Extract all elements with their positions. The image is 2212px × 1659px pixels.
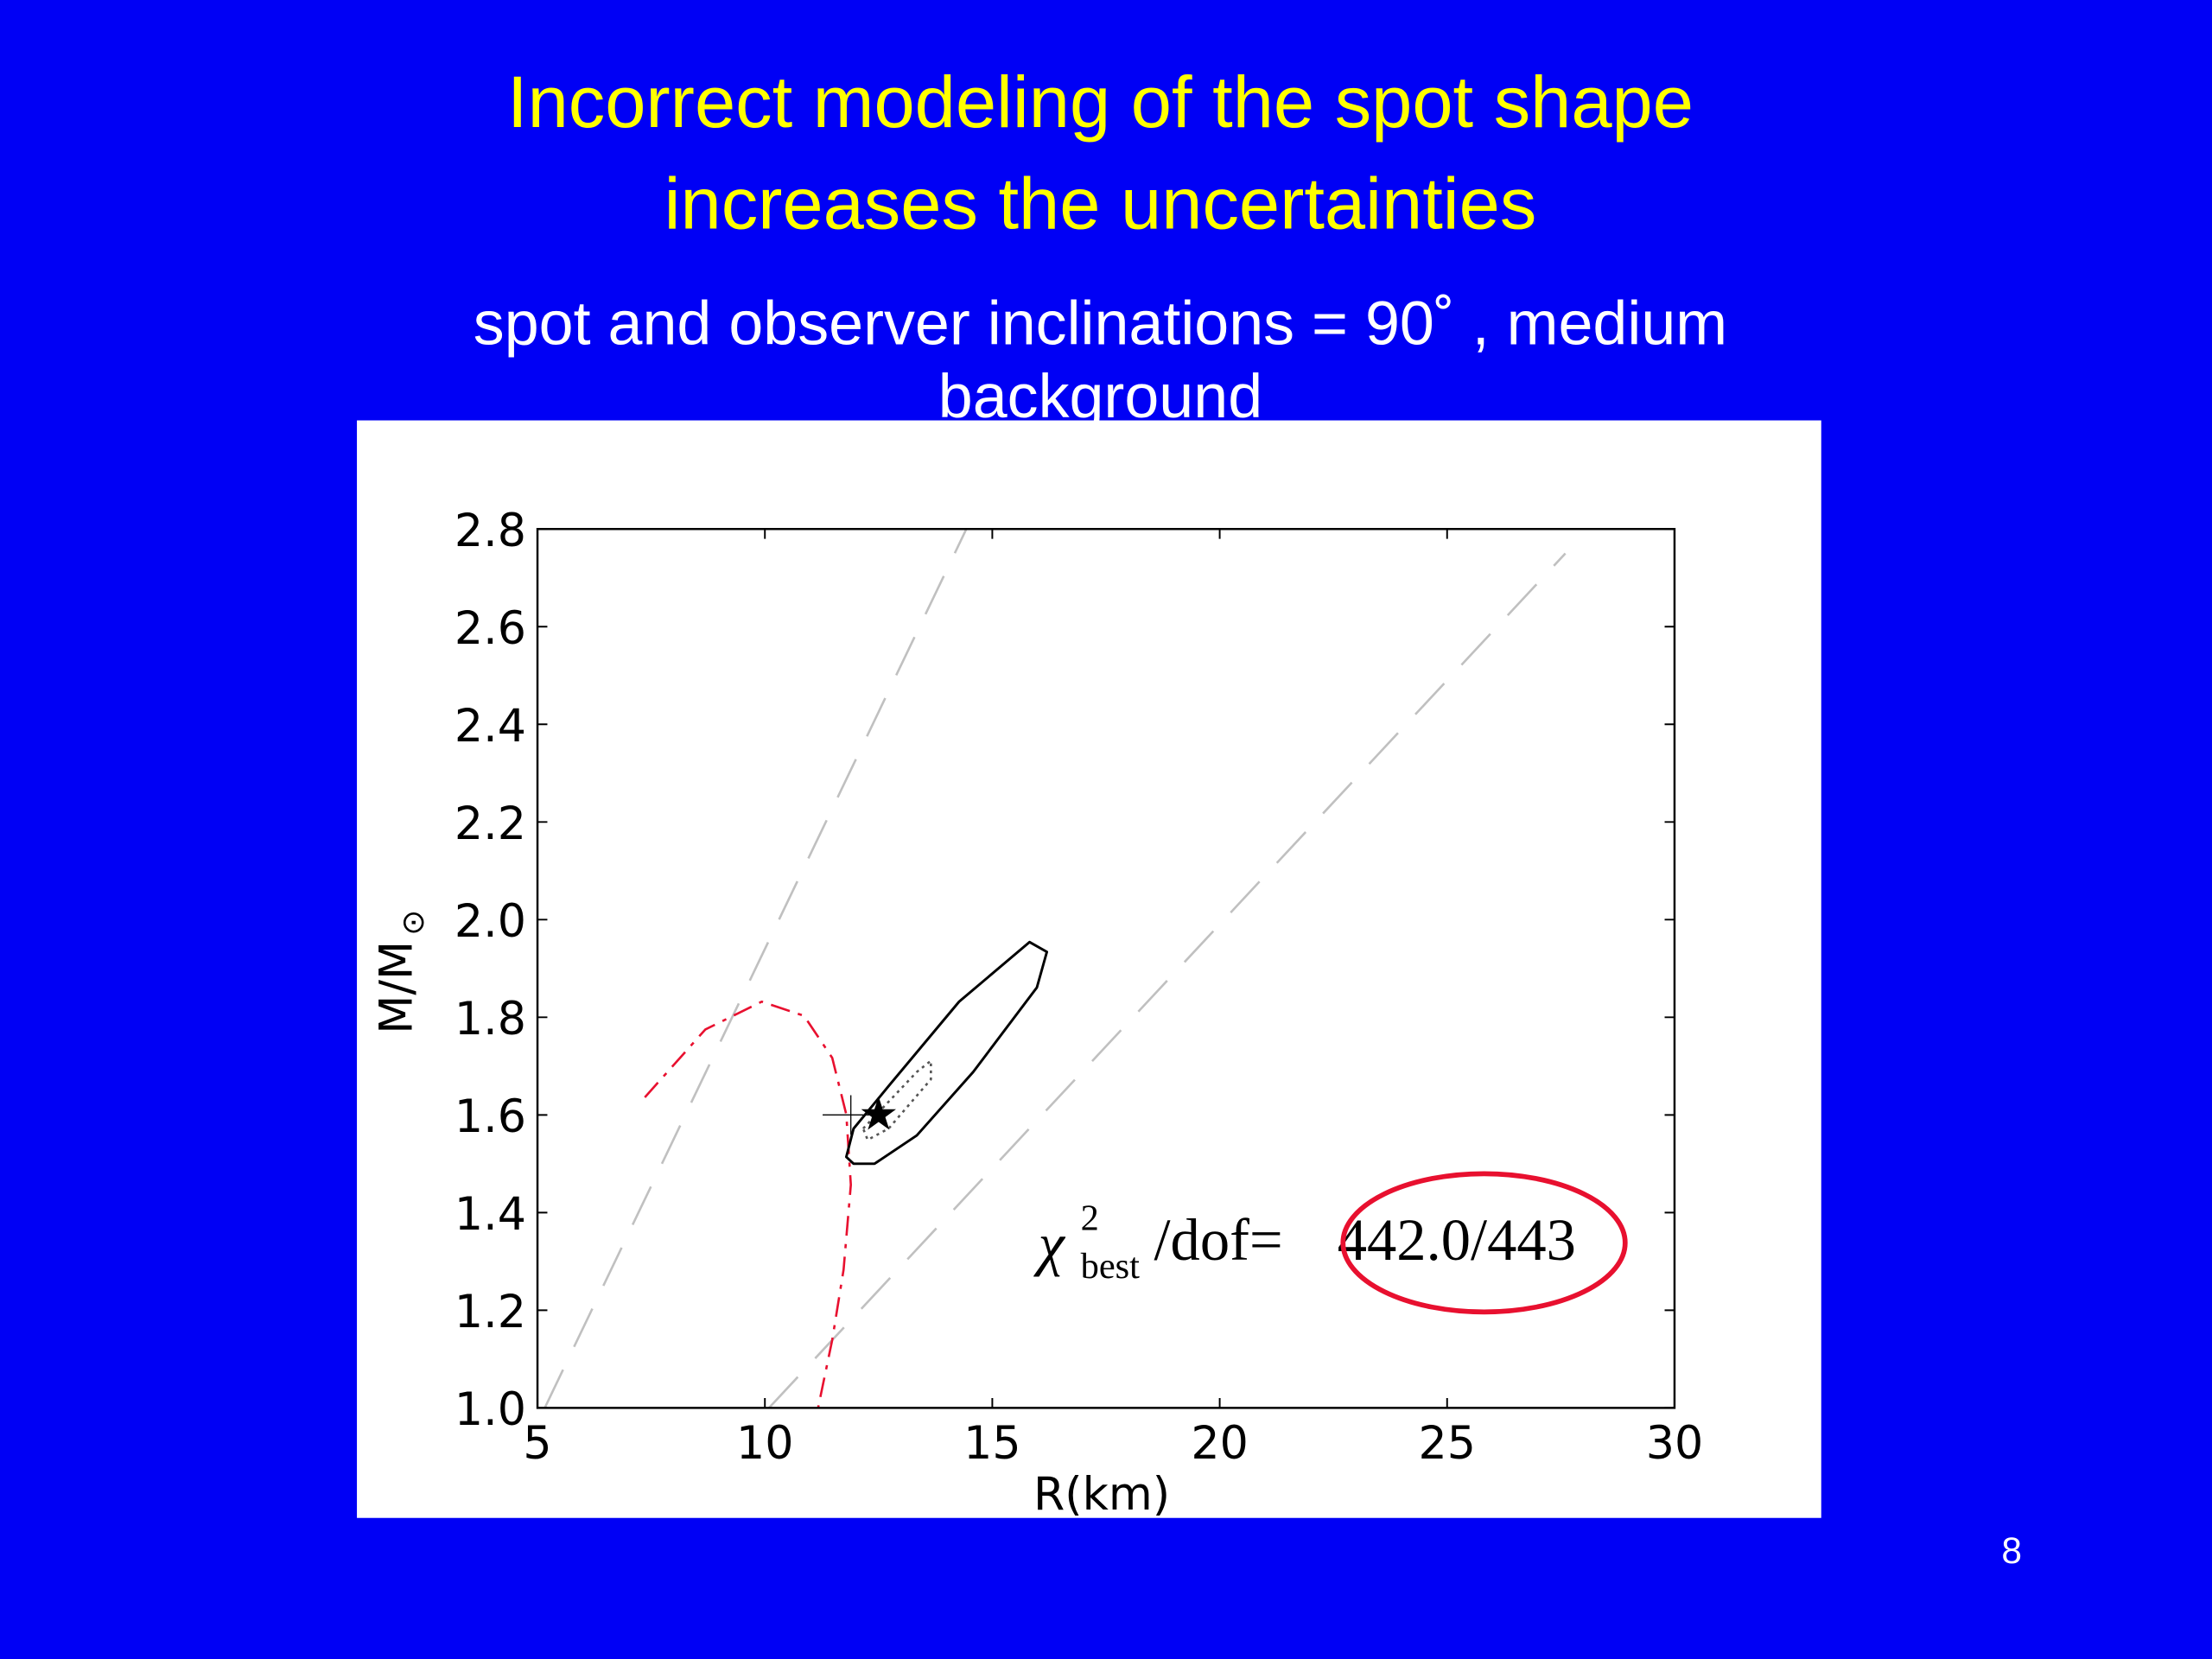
slide-title: Incorrect modeling of the spot shape bbox=[507, 60, 1694, 143]
subtitle: spot and observer inclinations = 90˚ , m… bbox=[474, 289, 1727, 358]
y-axis-label: M/M bbox=[372, 941, 423, 1034]
curve bbox=[768, 552, 1567, 1408]
annotation-symbol: χ bbox=[1033, 1211, 1066, 1277]
y-tick-label: 2.8 bbox=[454, 505, 526, 557]
chart-panel bbox=[357, 420, 1821, 1518]
page-number: 8 bbox=[2001, 1530, 2022, 1571]
annotation-highlight: 442.0/443 bbox=[1338, 1207, 1576, 1273]
x-tick-label: 15 bbox=[963, 1418, 1020, 1470]
y-tick-label: 1.6 bbox=[454, 1091, 526, 1143]
x-axis-label: R(km) bbox=[1033, 1469, 1170, 1521]
y-axis-label-subscript: ⊙ bbox=[396, 910, 431, 936]
best-fit-star bbox=[861, 1096, 896, 1130]
curve bbox=[861, 1059, 932, 1141]
y-tick-label: 2.6 bbox=[454, 603, 526, 655]
y-tick-label: 1.8 bbox=[454, 994, 526, 1046]
x-tick-label: 20 bbox=[1191, 1418, 1248, 1470]
y-axis-label-group: M/M ⊙ bbox=[372, 910, 431, 1034]
axes-frame bbox=[536, 528, 1676, 1409]
highlight-ellipse bbox=[1340, 1171, 1628, 1315]
curve bbox=[844, 940, 1049, 1166]
curve bbox=[644, 1000, 853, 1408]
plot: 5 10 15 20 25 30 1.0 1.2 1.4 1.6 1.8 2.0 2.2 2.4 2.6 2.… bbox=[372, 505, 1703, 1521]
curve bbox=[543, 529, 968, 1408]
x-tick-label: 25 bbox=[1419, 1418, 1476, 1470]
subtitle: background bbox=[938, 362, 1262, 431]
annotation-text: /dof= bbox=[1154, 1207, 1283, 1273]
y-tick-label: 2.4 bbox=[454, 701, 526, 753]
annotation-subscript: best bbox=[1081, 1246, 1141, 1287]
y-tick-label: 1.2 bbox=[454, 1287, 526, 1338]
x-tick-label: 30 bbox=[1646, 1418, 1703, 1470]
y-tick-label: 1.0 bbox=[454, 1384, 526, 1436]
x-tick-label: 10 bbox=[736, 1418, 793, 1470]
annotation-superscript: 2 bbox=[1081, 1198, 1099, 1239]
x-tick-label: 5 bbox=[523, 1418, 551, 1470]
y-tick-label: 1.4 bbox=[454, 1189, 526, 1241]
y-tick-label: 2.0 bbox=[454, 896, 526, 948]
y-tick-label: 2.2 bbox=[454, 798, 526, 850]
slide-title: increases the uncertainties bbox=[664, 162, 1537, 244]
